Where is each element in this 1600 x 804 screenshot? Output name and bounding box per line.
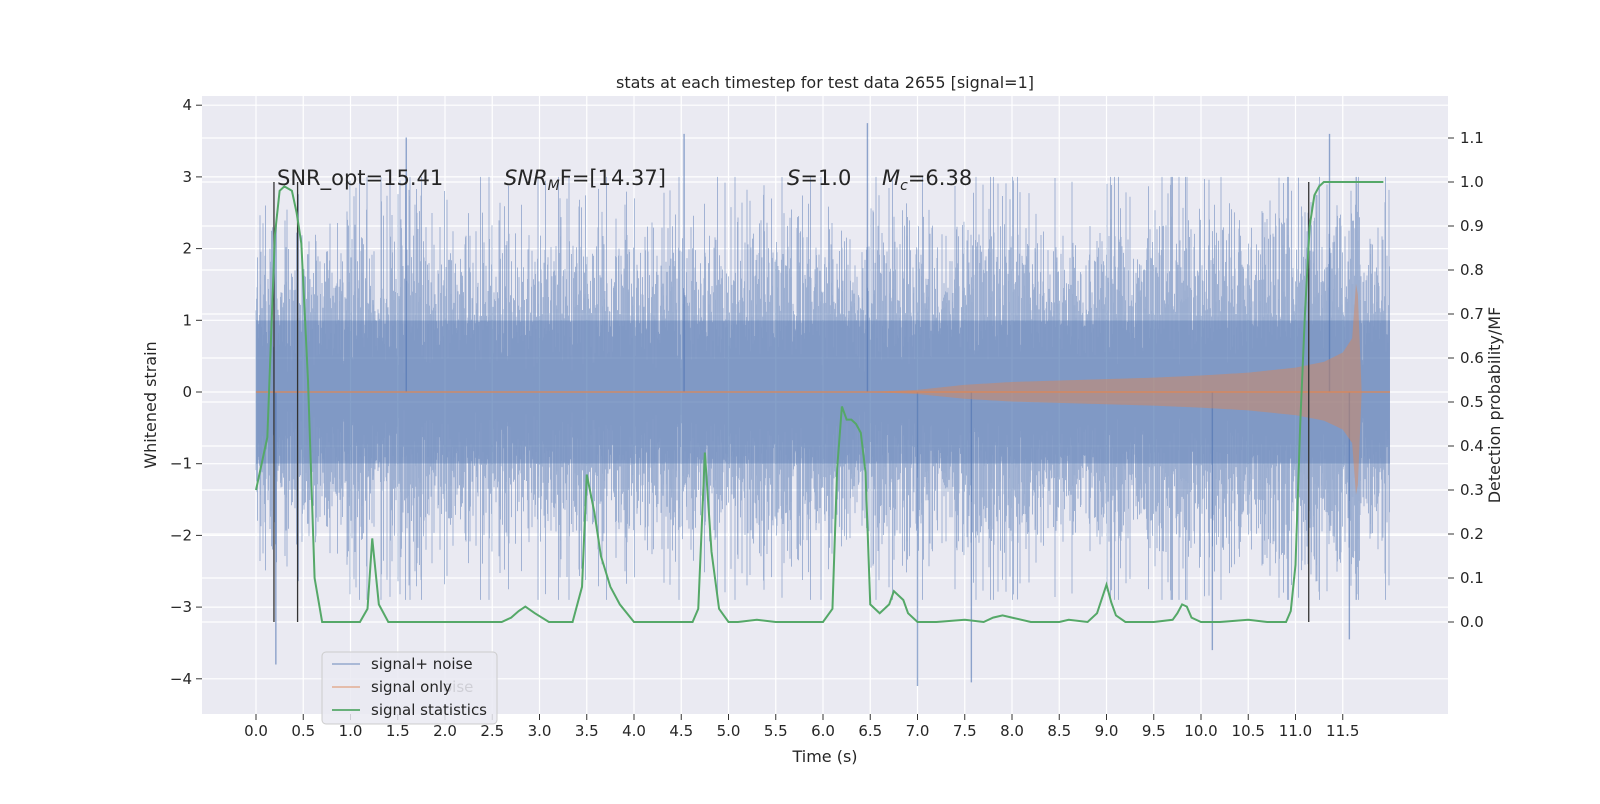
- annotation-mc-symbol: M: [882, 166, 900, 190]
- y-axis-right-ticks: 0.0 0.1 0.2 0.3 0.4 0.5 0.6 0.7 0.8 0.9 1.0 1.1: [1448, 129, 1484, 631]
- x-axis-label: Time (s): [791, 747, 857, 766]
- x-tick-label: 0.5: [291, 722, 315, 740]
- y-right-tick-label: 0.0: [1460, 613, 1484, 631]
- series-signal-only: [256, 283, 1390, 495]
- y-right-tick-label: 0.4: [1460, 437, 1484, 455]
- y-left-tick-label: 2: [182, 240, 192, 258]
- y-axis-right-label: Detection probability/MF: [1485, 307, 1504, 504]
- y-right-tick-label: 0.7: [1460, 305, 1484, 323]
- y-left-tick-label: 4: [182, 96, 192, 114]
- x-tick-label: 10.5: [1232, 722, 1265, 740]
- annotation-snr-mf: SNRMF=[14.37]: [504, 166, 666, 194]
- y-axis-left-label: Whitened strain: [141, 341, 160, 468]
- series-signal-statistics: [255, 181, 1384, 624]
- y-left-tick-label: 3: [182, 168, 192, 186]
- y-right-tick-label: 0.6: [1460, 349, 1484, 367]
- x-tick-label: 0.0: [244, 722, 268, 740]
- annotation-mc-value: =6.38: [908, 166, 972, 190]
- x-tick-label: 9.5: [1142, 722, 1166, 740]
- y-left-tick-label: 0: [182, 383, 192, 401]
- x-tick-label: 1.0: [339, 722, 363, 740]
- x-tick-label: 5.5: [764, 722, 788, 740]
- y-left-tick-label: −3: [170, 598, 192, 616]
- y-right-tick-label: 0.8: [1460, 261, 1484, 279]
- y-right-tick-label: 0.5: [1460, 393, 1484, 411]
- x-axis-ticks: 0.0 0.5 1.0 1.5 2.0 2.5 3.0 3.5 4.0 4.5 5.0 5.5 6.0 6…: [244, 714, 1359, 740]
- stats-line: [255, 181, 1384, 624]
- annotation-snr-opt: SNR_opt=15.41: [277, 166, 443, 191]
- legend: signal+ noise oise signal only signal st…: [321, 651, 498, 725]
- x-tick-label: 3.5: [575, 722, 599, 740]
- x-tick-label: 7.0: [906, 722, 930, 740]
- x-tick-label: 2.0: [433, 722, 457, 740]
- y-right-tick-label: 0.2: [1460, 525, 1484, 543]
- y-left-tick-label: −4: [170, 670, 192, 688]
- x-tick-label: 4.0: [622, 722, 646, 740]
- x-tick-label: 11.0: [1279, 722, 1312, 740]
- chart-title: stats at each timestep for test data 265…: [616, 73, 1034, 92]
- annotation-mc: Mc=6.38: [882, 166, 972, 194]
- x-tick-label: 7.5: [953, 722, 977, 740]
- x-tick-label: 2.5: [480, 722, 504, 740]
- y-left-tick-label: −2: [170, 526, 192, 544]
- x-tick-label: 5.0: [717, 722, 741, 740]
- legend-ghost-text: oise: [443, 678, 473, 696]
- annotation-snr-mf-value: F=[14.37]: [560, 166, 666, 190]
- y-right-tick-label: 0.3: [1460, 481, 1484, 499]
- legend-label-stats: signal statistics: [371, 701, 487, 719]
- annotation-s-value: =1.0: [800, 166, 851, 190]
- legend-box: [321, 651, 498, 725]
- x-tick-label: 3.0: [528, 722, 552, 740]
- annotation-snr-mf-subscript: M: [548, 178, 560, 194]
- x-tick-label: 11.5: [1326, 722, 1359, 740]
- signal-envelope: [256, 283, 1390, 495]
- annotation-snr-mf-symbol: SNR: [504, 166, 548, 190]
- x-tick-label: 1.5: [386, 722, 410, 740]
- y-left-tick-label: −1: [170, 455, 192, 473]
- y-right-tick-label: 0.1: [1460, 569, 1484, 587]
- annotation-s-symbol: S: [787, 166, 800, 190]
- x-tick-label: 10.0: [1184, 722, 1217, 740]
- y-left-tick-label: 1: [182, 311, 192, 329]
- y-right-tick-label: 0.9: [1460, 217, 1484, 235]
- x-tick-label: 4.5: [669, 722, 693, 740]
- x-tick-label: 9.0: [1095, 722, 1119, 740]
- annotation-mc-subscript: c: [900, 178, 908, 194]
- x-tick-label: 8.5: [1047, 722, 1071, 740]
- x-tick-label: 6.0: [811, 722, 835, 740]
- legend-label-noise: signal+ noise: [371, 655, 473, 673]
- y-right-tick-label: 1.0: [1460, 173, 1484, 191]
- x-tick-label: 8.0: [1000, 722, 1024, 740]
- y-right-tick-label: 1.1: [1460, 129, 1484, 147]
- y-axis-left-ticks: −4 −3 −2 −1 0 1 2 3 4: [170, 96, 202, 688]
- noise-trace: [255, 176, 1390, 600]
- legend-label-signal: signal only: [371, 678, 452, 696]
- annotation-s: S=1.0: [787, 166, 851, 190]
- x-tick-label: 6.5: [858, 722, 882, 740]
